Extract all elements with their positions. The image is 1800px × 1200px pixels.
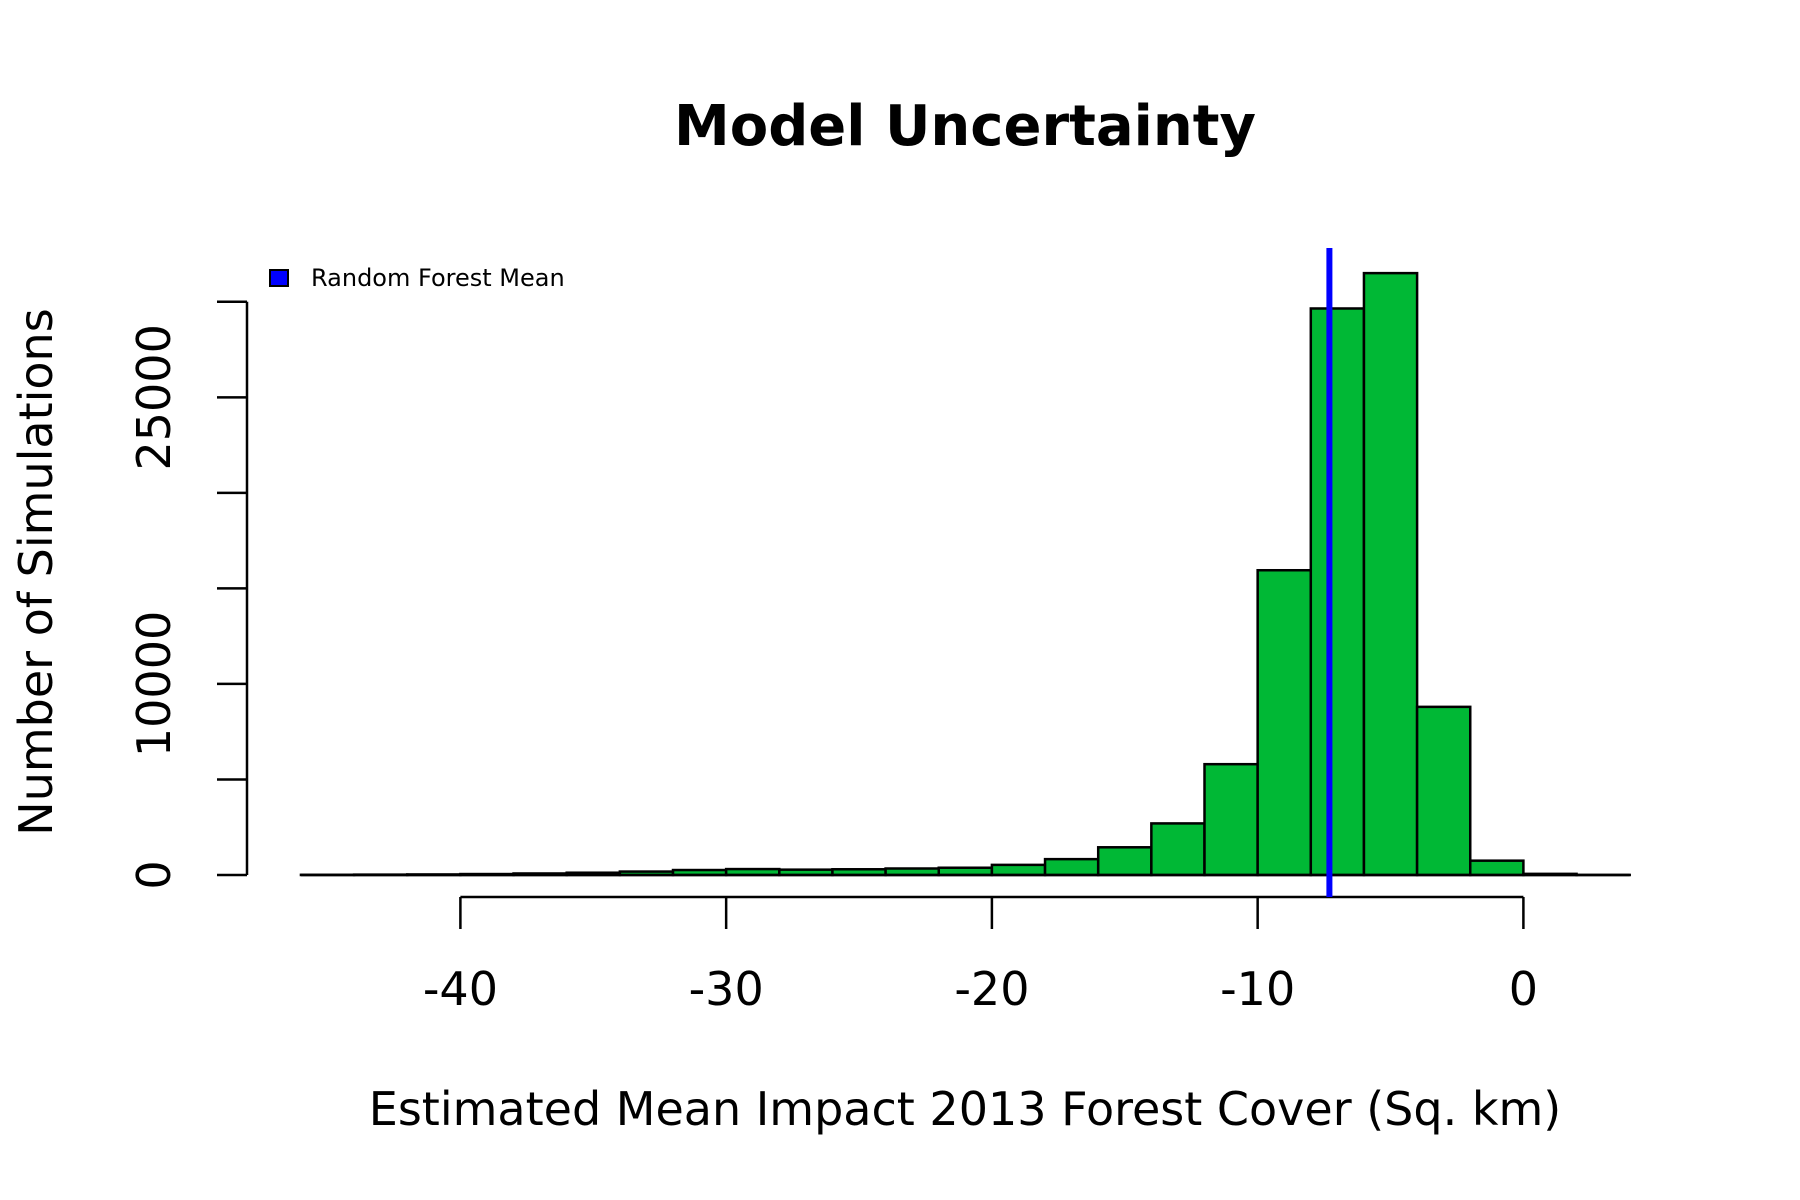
- legend-swatch: [269, 269, 289, 287]
- y-axis: 0 10000 25000: [127, 300, 249, 890]
- legend: Random Forest Mean: [269, 264, 565, 292]
- y-tick-label: 0: [127, 860, 181, 889]
- histogram-bar: [990, 863, 1047, 877]
- histogram-bar: [1469, 859, 1525, 877]
- histogram-bar: [1203, 762, 1259, 877]
- x-tick-label: 0: [1509, 962, 1538, 1016]
- x-axis: -40 -30 -20 -10 0: [423, 895, 1538, 1016]
- histogram-bar: [1415, 705, 1472, 877]
- legend-label: Random Forest Mean: [311, 264, 565, 292]
- y-tick-label: 10000: [127, 611, 181, 757]
- x-tick-label: -20: [954, 962, 1029, 1016]
- chart-title: Model Uncertainty: [674, 94, 1256, 159]
- histogram-bar: [1309, 307, 1366, 877]
- histogram-bar: [1150, 822, 1206, 877]
- y-axis-label: Number of Simulations: [9, 308, 63, 835]
- histogram-bar: [1256, 568, 1313, 877]
- histogram-bar: [1043, 857, 1100, 877]
- x-tick-label: -40: [423, 962, 498, 1016]
- histogram-bar: [1096, 846, 1153, 877]
- histogram-bar: [1362, 271, 1419, 877]
- x-axis-label: Estimated Mean Impact 2013 Forest Cover …: [369, 1082, 1561, 1136]
- y-tick-label: 25000: [127, 324, 181, 470]
- x-tick-label: -30: [689, 962, 764, 1016]
- x-tick-label: -10: [1220, 962, 1295, 1016]
- bars-group: [299, 271, 1631, 877]
